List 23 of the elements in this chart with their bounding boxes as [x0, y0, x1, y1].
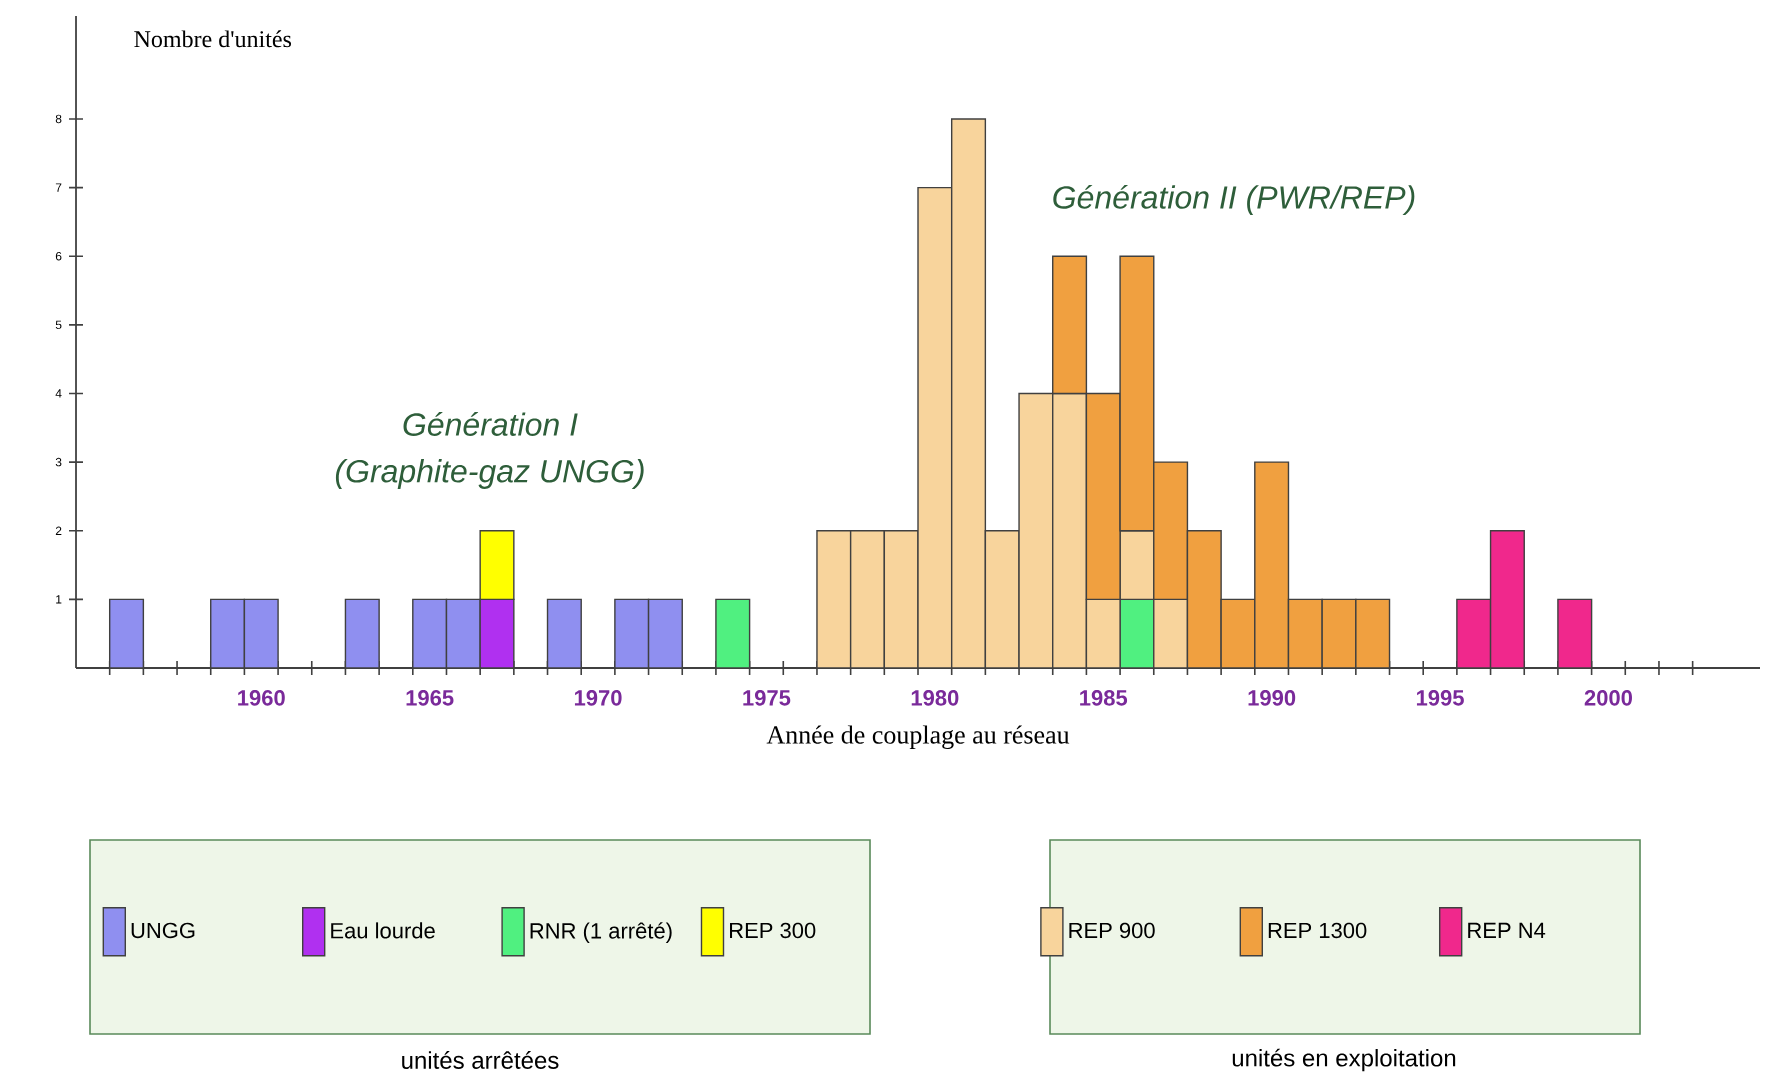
- legend-label: REP 900: [1069, 922, 1155, 939]
- x-tick-label: 1965: [406, 690, 454, 706]
- legend-label: REP 300: [730, 922, 816, 939]
- x-tick-label: 1960: [238, 690, 285, 706]
- x-tick-label: 1980: [911, 690, 959, 706]
- x-tick-label: 1990: [1248, 690, 1296, 706]
- y-axis-title: Nombre d'unités: [134, 30, 292, 48]
- x-tick-label: 1970: [574, 690, 622, 706]
- text: unités arrêtées: [402, 1051, 559, 1069]
- legend-label: UNGG: [131, 922, 195, 939]
- annotation: Génération II (PWR/REP): [1053, 184, 1415, 216]
- text: unités en exploitation: [1232, 1048, 1456, 1072]
- x-tick-label: 1985: [1080, 690, 1128, 706]
- annotation: Génération I: [403, 412, 578, 436]
- x-tick-label: 1975: [743, 690, 791, 706]
- legend-label: Eau lourde: [331, 922, 435, 939]
- x-axis-title: Année de couplage au réseau: [766, 725, 1070, 750]
- legend-label: RNR (1 arrêté): [530, 922, 672, 943]
- legend-label: REP N4: [1468, 922, 1546, 938]
- x-tick-label: 1995: [1416, 690, 1464, 706]
- legend-label: REP 1300: [1268, 922, 1367, 939]
- x-tick-label: 2000: [1584, 690, 1632, 706]
- annotation: (Graphite-gaz UNGG): [335, 459, 644, 489]
